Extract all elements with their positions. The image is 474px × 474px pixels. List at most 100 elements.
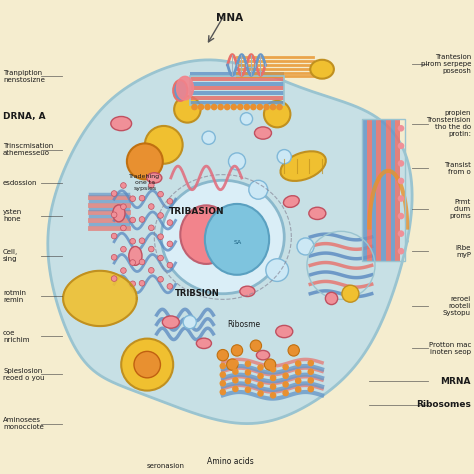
Circle shape xyxy=(121,338,173,391)
Bar xyxy=(372,119,376,261)
Circle shape xyxy=(198,104,204,110)
Circle shape xyxy=(398,195,404,202)
Circle shape xyxy=(245,360,251,367)
Text: ysten
hone: ysten hone xyxy=(3,209,22,222)
Text: rotmin
remin: rotmin remin xyxy=(3,290,26,302)
Circle shape xyxy=(398,143,404,149)
Circle shape xyxy=(224,104,230,110)
Circle shape xyxy=(237,104,244,110)
Text: SA: SA xyxy=(234,240,242,245)
Circle shape xyxy=(183,316,196,328)
Circle shape xyxy=(398,248,404,255)
Ellipse shape xyxy=(147,173,162,183)
Circle shape xyxy=(249,180,268,199)
Ellipse shape xyxy=(162,316,179,328)
Circle shape xyxy=(148,246,154,252)
Circle shape xyxy=(158,234,164,239)
Circle shape xyxy=(257,364,264,371)
Bar xyxy=(386,119,391,261)
Text: esdossion: esdossion xyxy=(3,180,37,186)
Text: Aminosees
monocciote: Aminosees monocciote xyxy=(3,417,44,430)
Circle shape xyxy=(111,212,117,218)
Polygon shape xyxy=(176,76,193,100)
Circle shape xyxy=(167,262,173,268)
Ellipse shape xyxy=(276,325,293,337)
Circle shape xyxy=(130,281,136,287)
Circle shape xyxy=(297,238,314,255)
Ellipse shape xyxy=(281,151,326,181)
Circle shape xyxy=(130,260,136,265)
Circle shape xyxy=(120,182,126,188)
Circle shape xyxy=(232,386,239,392)
Bar xyxy=(190,86,284,91)
Circle shape xyxy=(111,255,117,260)
Ellipse shape xyxy=(256,350,270,360)
Text: DRNA, A: DRNA, A xyxy=(3,112,46,121)
Bar xyxy=(367,119,372,261)
Text: Cell,
sing: Cell, sing xyxy=(3,249,18,263)
Circle shape xyxy=(120,225,126,231)
Circle shape xyxy=(130,217,136,223)
Ellipse shape xyxy=(173,80,187,101)
Circle shape xyxy=(283,364,289,370)
Circle shape xyxy=(134,351,160,378)
Circle shape xyxy=(257,390,264,397)
Bar xyxy=(395,119,400,261)
Bar xyxy=(381,119,386,261)
Circle shape xyxy=(257,373,264,379)
Ellipse shape xyxy=(161,180,284,294)
Circle shape xyxy=(230,104,237,110)
Text: TRIBASION: TRIBASION xyxy=(169,207,225,216)
Text: propien
Tronsterision
tho the do
protin:: propien Tronsterision tho the do protin: xyxy=(426,110,471,137)
Text: Trinscmisation
athemesseuo: Trinscmisation athemesseuo xyxy=(3,143,53,156)
Circle shape xyxy=(219,363,226,369)
Circle shape xyxy=(111,276,117,282)
Circle shape xyxy=(158,213,164,219)
Circle shape xyxy=(219,372,226,378)
Circle shape xyxy=(250,104,256,110)
Circle shape xyxy=(139,238,145,244)
Circle shape xyxy=(167,241,173,246)
Circle shape xyxy=(202,131,215,145)
Circle shape xyxy=(127,144,163,179)
Circle shape xyxy=(270,392,276,399)
Text: Tradehing
one ta
sypsies: Tradehing one ta sypsies xyxy=(129,174,160,191)
Circle shape xyxy=(295,369,301,375)
Circle shape xyxy=(263,104,270,110)
Circle shape xyxy=(276,104,283,110)
Circle shape xyxy=(270,374,276,381)
Circle shape xyxy=(148,204,154,210)
Circle shape xyxy=(308,377,314,384)
Circle shape xyxy=(139,195,145,201)
Bar xyxy=(362,119,405,261)
Ellipse shape xyxy=(129,246,142,265)
Circle shape xyxy=(270,383,276,390)
Circle shape xyxy=(257,382,264,388)
Circle shape xyxy=(308,386,314,392)
Circle shape xyxy=(219,380,226,387)
Circle shape xyxy=(283,373,289,379)
Text: Transist
from o: Transist from o xyxy=(444,162,471,175)
Ellipse shape xyxy=(255,127,272,139)
Bar xyxy=(190,77,284,81)
Circle shape xyxy=(240,113,253,125)
Bar xyxy=(190,72,284,76)
Bar xyxy=(391,119,395,261)
Polygon shape xyxy=(63,271,137,326)
Ellipse shape xyxy=(113,205,125,222)
Text: Spieslosion
reoed o you: Spieslosion reoed o you xyxy=(3,367,45,381)
Text: Ribosme: Ribosme xyxy=(228,320,261,329)
Circle shape xyxy=(295,386,301,393)
Circle shape xyxy=(295,377,301,384)
Circle shape xyxy=(295,360,301,367)
Circle shape xyxy=(342,285,359,302)
Circle shape xyxy=(270,104,276,110)
Circle shape xyxy=(245,378,251,384)
Circle shape xyxy=(256,104,263,110)
Circle shape xyxy=(232,368,239,375)
Circle shape xyxy=(227,359,238,370)
Ellipse shape xyxy=(240,286,255,297)
Circle shape xyxy=(264,101,291,128)
Circle shape xyxy=(139,217,145,222)
Circle shape xyxy=(277,150,292,164)
